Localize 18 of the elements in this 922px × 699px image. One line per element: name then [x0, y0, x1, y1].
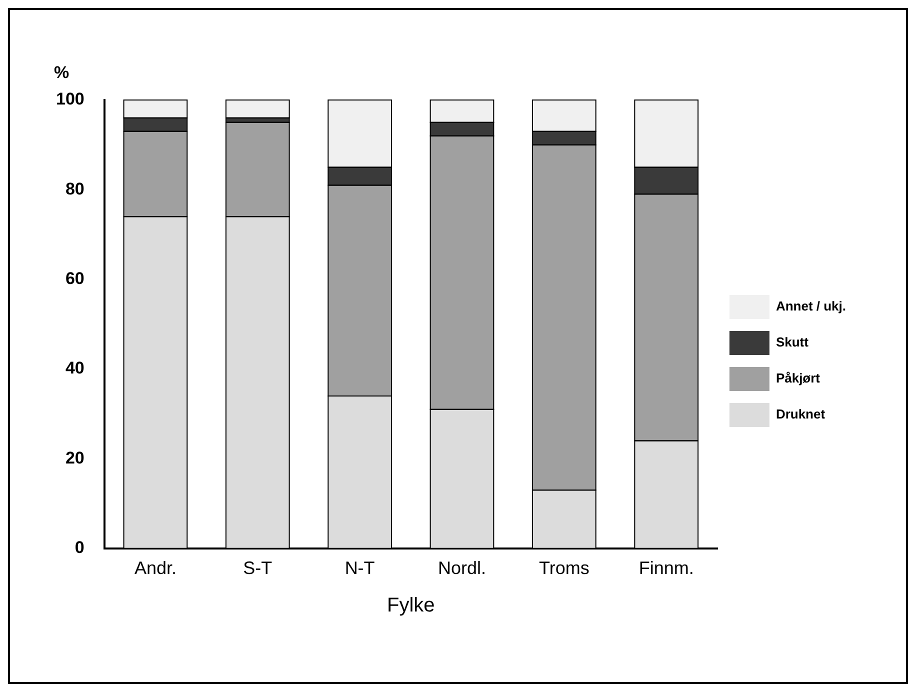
- y-axis-title: %: [54, 63, 70, 82]
- legend-label: Druknet: [776, 406, 826, 422]
- y-tick-label: 100: [56, 90, 84, 109]
- x-tick-label: N-T: [344, 558, 375, 578]
- x-tick-label: Nordl.: [438, 558, 486, 578]
- legend-label: Påkjørt: [776, 370, 821, 386]
- legend-label: Skutt: [776, 334, 810, 350]
- x-tick-label: Finnm.: [638, 558, 694, 578]
- y-tick-label: 60: [65, 269, 84, 288]
- y-tick-label: 0: [74, 538, 84, 558]
- x-tick-label: S-T: [243, 558, 272, 578]
- legend-label: Annet / ukj.: [776, 298, 846, 314]
- y-tick-label: 80: [65, 179, 84, 198]
- x-axis-title: Fylke: [387, 594, 435, 617]
- y-tick-label: 40: [65, 358, 84, 378]
- y-tick-label: 20: [65, 448, 84, 468]
- x-tick-label: Troms: [539, 558, 590, 578]
- x-tick-label: Andr.: [134, 558, 176, 578]
